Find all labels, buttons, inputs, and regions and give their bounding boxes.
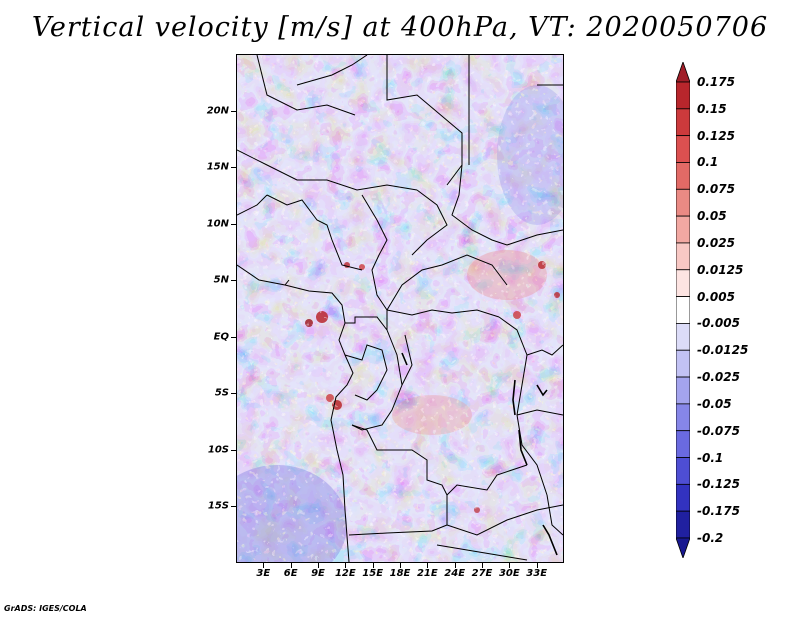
lon-tick-label: 6E: [283, 568, 298, 579]
colorbar-label: 0.15: [697, 101, 727, 116]
lon-tick-label: 33E: [526, 568, 548, 579]
grads-credit: GrADS: IGES/COLA: [4, 604, 87, 613]
lon-tick-mark: [345, 563, 347, 568]
lon-tick-label: 12E: [334, 568, 356, 579]
colorbar-swatch: [676, 403, 690, 432]
colorbar-bottom-arrow: [676, 537, 690, 558]
map-title: Vertical velocity [m/s] at 400hPa, VT: 2…: [31, 12, 769, 43]
lon-tick-mark: [509, 563, 511, 568]
lat-tick-label: 10N: [206, 218, 229, 230]
lat-tick-label: 15N: [206, 161, 229, 173]
lat-tick-mark: [231, 223, 236, 225]
lat-tick-mark: [231, 167, 236, 169]
lon-tick-mark: [263, 563, 265, 568]
lat-tick-mark: [231, 449, 236, 451]
lat-tick-mark: [231, 393, 236, 395]
lon-tick-label: 15E: [362, 568, 384, 579]
lon-tick-label: 3E: [256, 568, 271, 579]
lon-tick-label: 9E: [311, 568, 325, 579]
colorbar-swatch: [676, 376, 690, 405]
colorbar-swatch: [676, 81, 690, 110]
colorbar-swatch: [676, 349, 690, 378]
lon-tick-label: 24E: [444, 568, 466, 579]
colorbar-swatch: [676, 430, 690, 458]
colorbar-label: -0.075: [697, 423, 740, 438]
lat-tick-mark: [231, 506, 236, 508]
colorbar-swatch: [676, 215, 690, 244]
lon-tick-label: 18E: [389, 568, 411, 579]
colorbar-swatch: [676, 457, 690, 485]
lon-tick-mark: [372, 563, 374, 568]
lon-tick-mark: [482, 563, 483, 568]
lon-tick-label: 21E: [416, 568, 438, 579]
colorbar-label: -0.0125: [697, 343, 749, 358]
colorbar-label: -0.05: [697, 396, 732, 411]
colorbar-label: 0.005: [697, 289, 735, 304]
colorbar: [676, 62, 690, 558]
lat-tick-mark: [231, 280, 236, 282]
colorbar-swatch: [676, 269, 690, 297]
colorbar-swatch: [676, 323, 690, 351]
map-field: [237, 55, 563, 562]
colorbar-swatch: [676, 483, 690, 512]
colorbar-label: -0.005: [697, 316, 740, 331]
map-plot-area[interactable]: [236, 54, 564, 563]
colorbar-swatch: [676, 296, 690, 324]
colorbar-label: 0.175: [697, 75, 735, 89]
colorbar-swatch: [676, 188, 690, 217]
colorbar-label: -0.025: [697, 370, 740, 385]
colorbar-label: 0.05: [697, 209, 727, 224]
colorbar-label: 0.0125: [697, 262, 744, 277]
colorbar-top-arrow: [676, 62, 690, 83]
colorbar-swatch: [676, 108, 690, 137]
lon-tick-mark: [454, 563, 456, 568]
lon-tick-mark: [536, 563, 538, 568]
lat-tick-mark: [231, 336, 236, 338]
colorbar-swatch: [676, 242, 690, 271]
colorbar-label: 0.025: [697, 235, 735, 250]
colorbar-swatch: [676, 162, 690, 190]
colorbar-label: -0.1: [697, 450, 724, 465]
lat-tick-label: 5N: [213, 274, 229, 286]
colorbar-label: 0.125: [697, 128, 735, 143]
lon-tick-label: 27E: [471, 568, 493, 579]
colorbar-swatch: [676, 135, 690, 163]
lon-tick-mark: [400, 563, 401, 568]
lat-tick-label: EQ: [213, 331, 229, 343]
lon-tick-mark: [290, 563, 292, 568]
colorbar-label: -0.125: [697, 477, 740, 492]
lon-tick-mark: [318, 563, 319, 568]
lat-tick-mark: [231, 110, 236, 112]
colorbar-label: -0.175: [697, 504, 740, 519]
lat-tick-label: 5S: [214, 387, 229, 399]
colorbar-label: 0.075: [697, 182, 735, 197]
colorbar-swatch: [676, 510, 690, 539]
colorbar-label: 0.1: [697, 155, 719, 170]
lon-tick-mark: [427, 563, 429, 568]
lakes: [401, 352, 558, 556]
country-borders: [237, 55, 563, 562]
lon-tick-label: 30E: [498, 568, 520, 579]
field-speckle: [237, 55, 563, 562]
lat-tick-label: 20N: [206, 105, 229, 117]
lat-tick-label: 10S: [207, 444, 229, 456]
colorbar-label: -0.2: [697, 531, 724, 545]
lat-tick-label: 15S: [207, 500, 229, 512]
